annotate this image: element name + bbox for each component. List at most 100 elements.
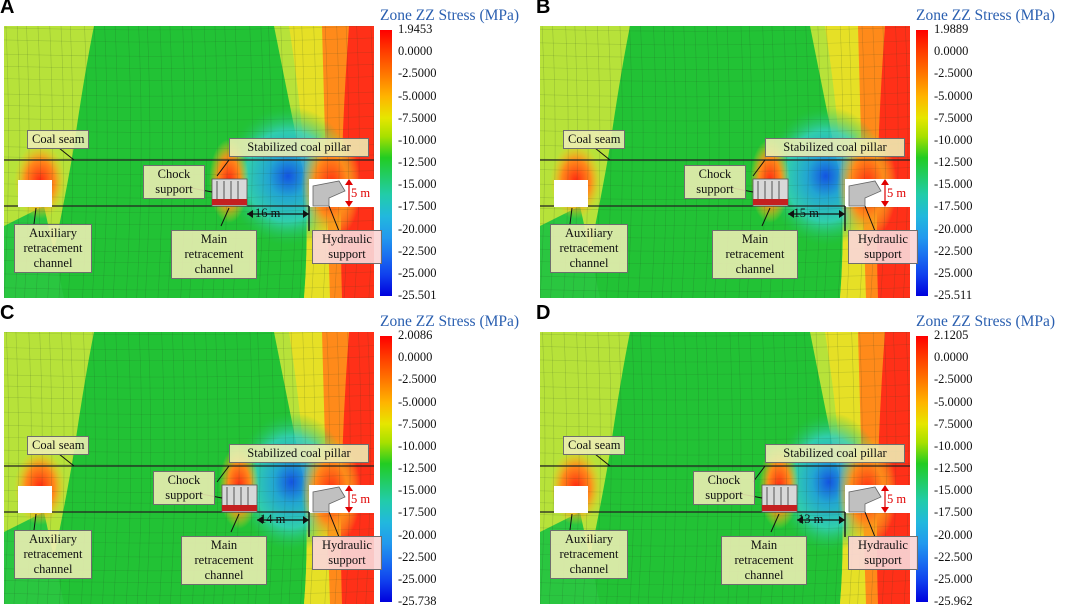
colorbar-tick-label: -20.000 <box>934 221 973 236</box>
pillar-width-arrow-head <box>797 516 803 524</box>
colorbar-tick-label: -7.5000 <box>934 416 973 431</box>
colorbar-tick-label: -5.0000 <box>934 88 973 103</box>
seam-height-arrow-head <box>881 507 889 513</box>
colorbar-tick-label: -17.500 <box>934 199 973 214</box>
hydraulic-support-label: Hydraulic support <box>848 536 918 570</box>
colorbar-tick-label: -2.5000 <box>934 372 973 387</box>
seam-height-label: 5 m <box>351 492 371 506</box>
colorbar-tick-label: 0.0000 <box>398 44 433 59</box>
colorbar-tick-label: -25.000 <box>398 571 437 586</box>
panel-letter: C <box>0 302 15 324</box>
colorbar-tick-label: -12.500 <box>398 155 437 169</box>
colorbar-tick-label: -20.000 <box>934 527 973 542</box>
leader-hydraulic <box>328 205 340 232</box>
colorbar-title: Zone ZZ Stress (MPa) <box>916 313 1056 330</box>
colorbar-tick-label: -2.5000 <box>398 372 437 387</box>
colorbar-tick-label: -25.000 <box>934 571 973 586</box>
auxiliary-channel-opening <box>18 180 52 207</box>
stabilized-pillar-label: Stabilized coal pillar <box>229 138 369 157</box>
colorbar-tick-label: -7.5000 <box>398 110 437 125</box>
colorbar-tick-label: -20.000 <box>398 221 437 236</box>
colorbar-tick-label: -17.500 <box>398 199 437 214</box>
leader-pillar <box>752 159 766 177</box>
stabilized-pillar-label: Stabilized coal pillar <box>765 444 905 463</box>
leader-pillar <box>216 465 230 483</box>
colorbar-tick-label: -25.000 <box>398 265 437 280</box>
colorbar-tick-label: 1.9453 <box>398 22 433 36</box>
colorbar-title: Zone ZZ Stress (MPa) <box>916 7 1056 24</box>
pillar-width-arrow-head <box>257 516 263 524</box>
panel-letter: A <box>0 0 15 18</box>
leader-coal-seam <box>594 453 611 467</box>
stabilized-pillar-label: Stabilized coal pillar <box>229 444 369 463</box>
chock-support-label: Chock support <box>684 165 746 199</box>
pillar-width-arrow-head <box>788 210 794 218</box>
main-channel-label: Main retracement channel <box>181 536 267 585</box>
pillar-width-label: 14 m <box>260 512 286 526</box>
chock-support-base <box>753 199 788 205</box>
colorbar-tick-label: -25.962 <box>934 594 973 608</box>
colorbar-tick-label: 1.9889 <box>934 22 969 36</box>
leader-hydraulic <box>864 511 876 538</box>
auxiliary-channel-opening <box>18 486 52 513</box>
colorbar-tick-label: -22.500 <box>398 243 437 258</box>
colorbar-tick-label: -10.000 <box>934 438 973 453</box>
colorbar-tick-label: -17.500 <box>934 505 973 520</box>
leader-hydraulic <box>328 511 340 538</box>
colorbar-tick-label: -5.0000 <box>934 394 973 409</box>
hydraulic-support-label: Hydraulic support <box>848 230 918 264</box>
colorbar-tick-label: 2.0086 <box>398 328 433 342</box>
seam-height-arrow-head <box>881 201 889 207</box>
coal-seam-label: Coal seam <box>27 436 89 455</box>
leader-coal-seam <box>594 147 611 161</box>
leader-main <box>770 513 780 533</box>
colorbar-tick-label: -22.500 <box>934 243 973 258</box>
colorbar-tick-label: -5.0000 <box>398 88 437 103</box>
colorbar-tick-label: -7.5000 <box>398 416 437 431</box>
colorbar-title: Zone ZZ Stress (MPa) <box>380 313 520 330</box>
pillar-width-label: 15 m <box>793 206 819 220</box>
coal-seam-label: Coal seam <box>27 130 89 149</box>
colorbar <box>916 30 928 296</box>
colorbar-tick-label: 2.1205 <box>934 328 969 342</box>
colorbar-tick-label: -22.500 <box>398 549 437 564</box>
main-channel-label: Main retracement channel <box>721 536 807 585</box>
leader-auxiliary <box>569 207 573 225</box>
leader-pillar <box>752 465 766 483</box>
colorbar-tick-label: -12.500 <box>934 155 973 169</box>
leader-main <box>761 207 771 227</box>
colorbar <box>916 336 928 602</box>
colorbar <box>380 336 392 602</box>
colorbar-tick-label: -5.0000 <box>398 394 437 409</box>
leader-main <box>220 207 230 227</box>
colorbar-tick-label: -2.5000 <box>934 66 973 81</box>
colorbar-tick-label: -15.000 <box>934 177 973 192</box>
seam-height-label: 5 m <box>887 186 907 200</box>
colorbar-tick-label: 0.0000 <box>398 350 433 365</box>
chock-support-base <box>212 199 247 205</box>
colorbar-title: Zone ZZ Stress (MPa) <box>380 7 520 24</box>
pillar-width-arrow-head <box>303 210 309 218</box>
colorbar-tick-label: -25.511 <box>934 288 973 302</box>
leader-hydraulic <box>864 205 876 232</box>
pillar-width-label: 16 m <box>255 206 281 220</box>
main-channel-label: Main retracement channel <box>171 230 257 279</box>
chock-support-base <box>222 505 257 511</box>
colorbar-tick-label: -15.000 <box>934 483 973 498</box>
chock-support-label: Chock support <box>693 471 755 505</box>
leader-auxiliary <box>33 513 37 531</box>
colorbar-tick-label: 0.0000 <box>934 44 969 59</box>
chock-support-label: Chock support <box>143 165 205 199</box>
hydraulic-support-label: Hydraulic support <box>312 536 382 570</box>
colorbar-tick-label: -15.000 <box>398 177 437 192</box>
seam-height-arrow-head <box>345 507 353 513</box>
colorbar-tick-label: -25.501 <box>398 288 437 302</box>
auxiliary-channel-opening <box>554 486 588 513</box>
seam-height-arrow-head <box>881 179 889 185</box>
panel-b: B Zone ZZ Stress (MPa) 1.9889 0.0000 -2.500 <box>536 0 1072 305</box>
seam-height-arrow-head <box>881 485 889 491</box>
pillar-width-label: 13 m <box>798 512 824 526</box>
auxiliary-channel-label: Auxiliary retracement channel <box>550 530 628 579</box>
colorbar-tick-label: -10.000 <box>934 132 973 147</box>
leader-coal-seam <box>58 147 75 161</box>
